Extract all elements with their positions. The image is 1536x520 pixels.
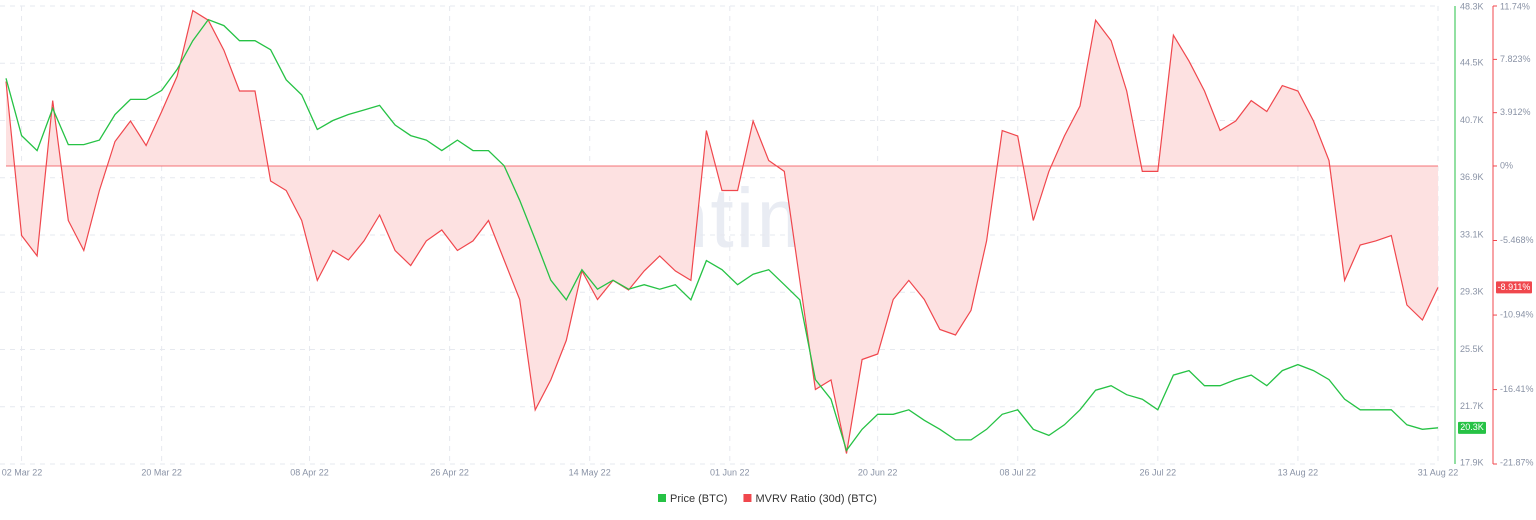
mvrv-area: [6, 10, 1438, 454]
x-tick-label: 26 Apr 22: [430, 467, 469, 477]
x-tick-label: 26 Jul 22: [1140, 467, 1177, 477]
y-tick-label: 33.1K: [1460, 229, 1484, 239]
y-tick-label: 29.3K: [1460, 287, 1484, 297]
legend-swatch: [743, 494, 752, 502]
y2-tick-label: -5.468%: [1500, 235, 1534, 245]
legend-label: MVRV Ratio (30d) (BTC): [755, 493, 876, 505]
x-tick-label: 13 Aug 22: [1278, 467, 1319, 477]
legend-label: Price (BTC): [670, 493, 727, 505]
x-tick-label: 20 Mar 22: [141, 467, 182, 477]
x-tick-label: 08 Apr 22: [290, 467, 329, 477]
y-tick-label: 40.7K: [1460, 115, 1484, 125]
y2-tick-label: 3.912%: [1500, 107, 1531, 117]
y2-tick-label: -10.94%: [1500, 309, 1534, 319]
mvrv-line: [5, 9, 1439, 454]
y-tick-label: 21.7K: [1460, 401, 1484, 411]
mvrv-last-label: -8.911%: [1498, 282, 1531, 292]
price-line: [5, 18, 1439, 452]
y-tick-label: 25.5K: [1460, 344, 1484, 354]
y-tick-label: 17.9K: [1460, 457, 1484, 467]
y2-tick-label: -16.41%: [1500, 384, 1534, 394]
y-tick-label: 44.5K: [1460, 58, 1484, 68]
y2-tick-label: 11.74%: [1500, 1, 1530, 11]
x-tick-label: 02 Mar 22: [2, 467, 43, 477]
legend-swatch: [658, 494, 666, 502]
x-tick-label: 01 Jun 22: [710, 467, 750, 477]
y2-tick-label: -21.87%: [1500, 457, 1534, 467]
x-tick-label: 08 Jul 22: [999, 467, 1036, 477]
price-badge: [1458, 421, 1486, 434]
mvrv-badge: [1496, 281, 1532, 294]
price-last-label: 20.3K: [1460, 422, 1484, 432]
x-tick-label: 14 May 22: [569, 467, 611, 477]
y2-tick-label: 0%: [1500, 160, 1513, 170]
x-tick-label: 20 Jun 22: [858, 467, 898, 477]
x-tick-label: 31 Aug 22: [1418, 467, 1459, 477]
y2-tick-label: 7.823%: [1500, 54, 1531, 64]
y-tick-label: 36.9K: [1460, 172, 1484, 182]
y-tick-label: 48.3K: [1460, 1, 1484, 11]
